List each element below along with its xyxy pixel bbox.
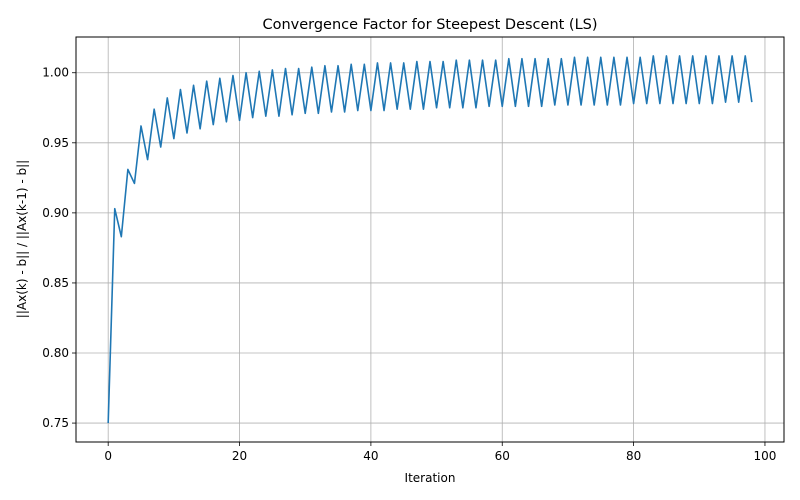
x-tick-label: 20: [232, 449, 247, 463]
plot-area: [107, 55, 753, 424]
grid: [76, 37, 784, 442]
x-tick-label: 0: [104, 449, 112, 463]
y-tick-label: 0.95: [42, 136, 69, 150]
y-axis: 0.75 0.80 0.85 0.90 0.95 1.00: [42, 66, 76, 430]
x-tick-label: 80: [626, 449, 641, 463]
y-tick-label: 0.75: [42, 416, 69, 430]
y-tick-label: 0.80: [42, 346, 69, 360]
x-axis-label: Iteration: [405, 471, 456, 485]
x-axis: 0 20 40 60 80 100: [104, 442, 776, 463]
x-tick-label: 40: [363, 449, 378, 463]
y-axis-label: ||Ax(k) - b|| / ||Ax(k-1) - b||: [15, 160, 29, 318]
y-tick-label: 0.90: [42, 206, 69, 220]
plot-frame: [75, 36, 785, 443]
convergence-series-line: [107, 55, 753, 424]
chart-title: Convergence Factor for Steepest Descent …: [262, 17, 597, 33]
y-tick-label: 1.00: [42, 66, 69, 80]
x-tick-label: 60: [495, 449, 510, 463]
y-tick-label: 0.85: [42, 276, 69, 290]
x-tick-label: 100: [754, 449, 777, 463]
